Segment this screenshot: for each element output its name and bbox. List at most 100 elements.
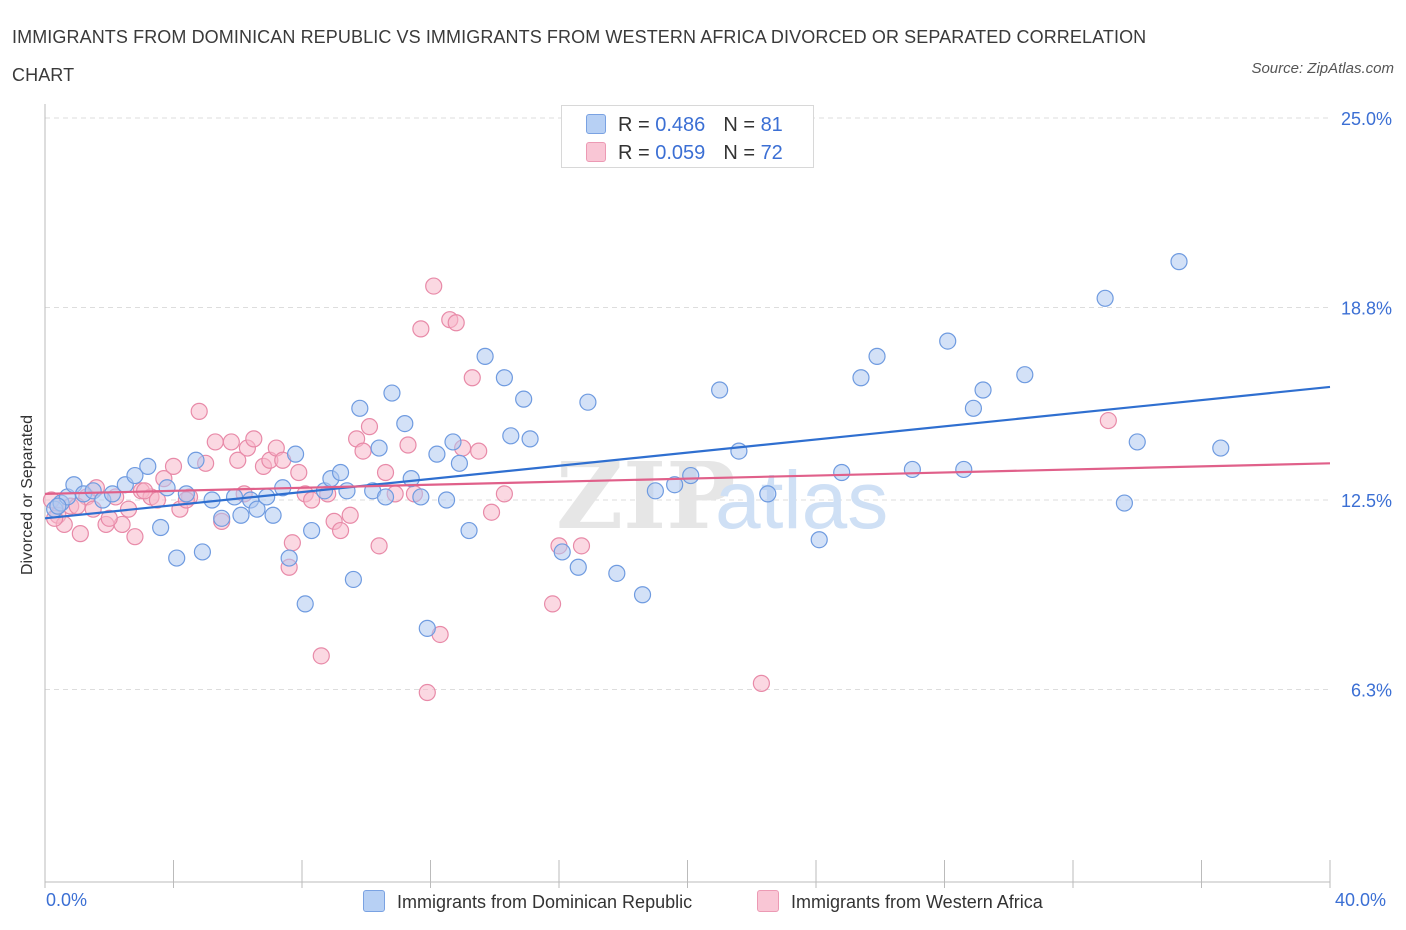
- point-dominican-republic: [412, 488, 430, 506]
- bottom-legend-swatch-blue: [363, 890, 385, 912]
- point-dominican-republic: [460, 521, 478, 540]
- trend-line-western-africa: [44, 462, 1331, 495]
- point-dominican-republic: [177, 485, 195, 503]
- legend-swatch-blue: [586, 114, 606, 134]
- point-western-africa: [222, 433, 240, 451]
- point-dominican-republic: [286, 445, 305, 463]
- correlation-legend: R = 0.486 N = 81 R = 0.059 N = 72: [561, 105, 814, 168]
- point-western-africa: [412, 320, 430, 338]
- point-dominican-republic: [1212, 439, 1230, 457]
- point-dominican-republic: [1016, 366, 1034, 384]
- y-tick-labels: 6.3% 12.5% 18.8% 25.0%: [1341, 109, 1392, 700]
- point-western-africa: [126, 528, 144, 546]
- legend-n-value: 81: [760, 114, 783, 136]
- legend-swatch-pink: [586, 142, 606, 162]
- watermark-atlas: atlas: [715, 455, 888, 546]
- legend-n-label: N =: [723, 142, 755, 164]
- point-dominican-republic: [903, 460, 921, 479]
- bottom-legend-swatch-pink: [757, 890, 779, 912]
- point-dominican-republic: [187, 451, 205, 469]
- point-western-africa: [354, 442, 372, 460]
- point-western-africa: [312, 647, 330, 665]
- point-western-africa: [229, 451, 247, 469]
- point-dominican-republic: [296, 595, 314, 613]
- bottom-legend-label: Immigrants from Western Africa: [791, 892, 1043, 912]
- y-tick-label: 12.5%: [1341, 491, 1392, 511]
- point-western-africa: [190, 402, 208, 420]
- point-western-africa: [399, 436, 417, 454]
- point-dominican-republic: [437, 491, 456, 509]
- point-dominican-republic: [476, 347, 494, 365]
- point-dominican-republic: [868, 347, 886, 365]
- grid-lines: [45, 117, 1330, 690]
- point-western-africa: [283, 534, 301, 552]
- point-dominican-republic: [396, 415, 414, 433]
- bottom-legend-western-africa: Immigrants from Western Africa: [757, 890, 1043, 913]
- y-tick-label: 18.8%: [1341, 298, 1392, 318]
- point-dominican-republic: [331, 463, 350, 482]
- point-western-africa: [245, 430, 263, 448]
- point-dominican-republic: [264, 506, 282, 524]
- point-dominican-republic: [338, 482, 356, 500]
- point-western-africa: [572, 537, 591, 555]
- point-dominican-republic: [344, 570, 362, 589]
- point-dominican-republic: [193, 543, 212, 561]
- point-dominican-republic: [370, 439, 388, 457]
- point-western-africa: [482, 503, 501, 521]
- point-dominican-republic: [852, 369, 870, 387]
- legend-r-label: R =: [618, 114, 650, 136]
- point-dominican-republic: [646, 482, 664, 500]
- point-dominican-republic: [450, 454, 469, 472]
- point-dominican-republic: [280, 549, 298, 567]
- point-dominican-republic: [103, 485, 122, 503]
- point-dominican-republic: [402, 470, 420, 488]
- bottom-legend-label: Immigrants from Dominican Republic: [397, 892, 693, 912]
- point-dominican-republic: [502, 427, 520, 445]
- trend-line-dominican-republic: [44, 385, 1331, 520]
- point-dominican-republic: [376, 488, 395, 506]
- point-western-africa: [376, 463, 395, 482]
- point-dominican-republic: [139, 457, 157, 475]
- point-dominican-republic: [939, 332, 957, 350]
- legend-row-dominican: R = 0.486 N = 81: [586, 114, 783, 138]
- point-dominican-republic: [711, 381, 729, 399]
- point-dominican-republic: [495, 369, 513, 387]
- legend-row-western-africa: R = 0.059 N = 72: [586, 142, 783, 166]
- point-western-africa: [290, 463, 308, 482]
- point-dominican-republic: [569, 558, 587, 576]
- point-dominican-republic: [974, 381, 992, 399]
- point-dominican-republic: [213, 509, 231, 527]
- point-western-africa: [752, 674, 770, 692]
- bottom-legend-dominican: Immigrants from Dominican Republic: [363, 890, 692, 913]
- point-western-africa: [495, 485, 513, 503]
- point-western-africa: [1099, 411, 1117, 430]
- x-tick-label-max: 40.0%: [1335, 890, 1387, 910]
- point-western-africa: [206, 433, 224, 451]
- legend-r-label: R =: [618, 142, 650, 164]
- legend-r-value: 0.486: [655, 114, 706, 136]
- source-label: Source: ZipAtlas.com: [1251, 60, 1394, 77]
- point-dominican-republic: [49, 497, 67, 515]
- point-dominican-republic: [126, 466, 144, 485]
- watermark-zip: ZIP: [556, 442, 735, 550]
- point-dominican-republic: [810, 531, 828, 549]
- point-dominican-republic: [579, 393, 597, 411]
- point-western-africa: [164, 457, 183, 475]
- point-western-africa: [425, 277, 443, 295]
- point-western-africa: [543, 595, 562, 613]
- point-dominican-republic: [1170, 253, 1188, 271]
- point-dominican-republic: [351, 399, 369, 417]
- y-tick-label: 6.3%: [1351, 680, 1392, 700]
- point-dominican-republic: [152, 518, 170, 537]
- point-western-africa: [100, 509, 118, 527]
- point-western-africa: [463, 369, 481, 387]
- watermark: ZIP atlas: [556, 442, 888, 550]
- point-dominican-republic: [158, 479, 176, 497]
- point-dominican-republic: [515, 390, 533, 408]
- chart-title: IMMIGRANTS FROM DOMINICAN REPUBLIC VS IM…: [12, 27, 1147, 85]
- point-western-africa: [71, 525, 89, 543]
- y-tick-label: 25.0%: [1341, 109, 1392, 129]
- point-western-africa: [470, 442, 488, 460]
- point-dominican-republic: [418, 619, 436, 637]
